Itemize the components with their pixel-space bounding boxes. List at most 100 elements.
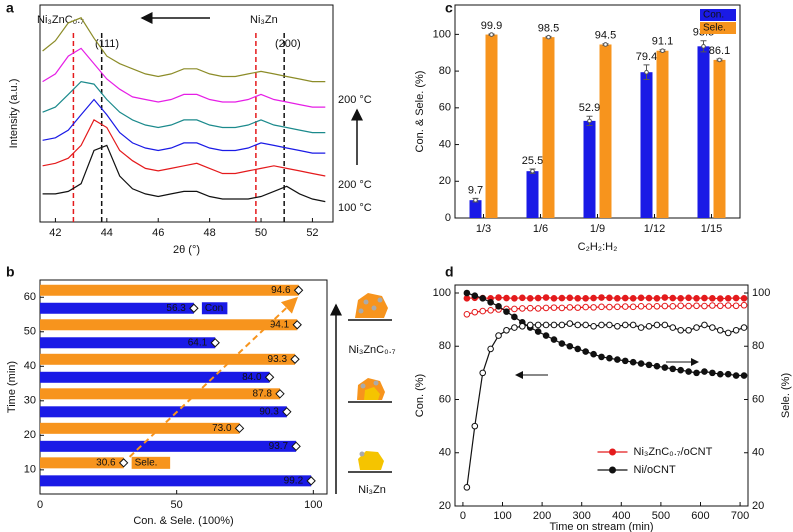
- point: [732, 326, 740, 334]
- point: [542, 294, 550, 301]
- series-tag-label: Sele.: [135, 457, 158, 468]
- point: [740, 372, 748, 379]
- point: [598, 294, 605, 301]
- point: [701, 294, 708, 302]
- point: [717, 57, 722, 63]
- point: [590, 350, 597, 358]
- bar-end-marker: [306, 476, 316, 486]
- point: [574, 295, 582, 302]
- point: [566, 320, 574, 327]
- y-tick-label: 60: [24, 291, 36, 303]
- value-label: 90.3: [259, 406, 279, 417]
- bar-end-marker: [291, 441, 301, 452]
- point: [590, 304, 597, 311]
- point: [645, 294, 653, 302]
- value-label: 64.1: [188, 337, 208, 348]
- value-label: 94.5: [595, 30, 616, 42]
- point: [558, 304, 566, 312]
- point: [606, 321, 613, 329]
- point: [716, 302, 724, 310]
- point: [693, 324, 700, 331]
- y-tick-label: 30: [24, 395, 36, 407]
- value-label: 93.7: [269, 441, 289, 452]
- bar: [599, 44, 612, 218]
- point: [661, 321, 669, 329]
- point: [590, 322, 597, 330]
- y2-tick-label: 60: [752, 393, 764, 405]
- bar: [485, 34, 498, 219]
- bar: [40, 353, 296, 365]
- x-tick-label: 46: [152, 227, 164, 239]
- series-line: [42, 144, 326, 203]
- point: [534, 294, 542, 302]
- point: [645, 361, 653, 369]
- point: [463, 295, 471, 302]
- bar-end-marker: [210, 338, 220, 348]
- point: [716, 295, 724, 302]
- point: [463, 289, 471, 297]
- legend-marker: [609, 466, 616, 474]
- point: [629, 358, 637, 366]
- point: [566, 304, 574, 311]
- plot-frame: [454, 284, 749, 507]
- y-axis-label: Time (min): [6, 361, 18, 413]
- series-line: [42, 80, 326, 134]
- point: [550, 304, 558, 311]
- bar: [656, 50, 669, 218]
- point: [701, 302, 708, 310]
- point: [669, 324, 677, 331]
- point: [503, 308, 510, 315]
- point: [724, 302, 732, 309]
- y-tick-label: 60: [439, 102, 451, 114]
- bar: [697, 46, 710, 219]
- x-axis-label: C₂H₂:H₂: [578, 241, 618, 253]
- annotation: (200): [275, 38, 301, 50]
- x-tick-label: 600: [691, 510, 709, 522]
- y2-axis-label: Sele. (%): [780, 373, 792, 418]
- x-axis-label: 2θ (°): [173, 244, 200, 256]
- bar: [40, 440, 297, 452]
- value-label: 98.5: [538, 22, 559, 34]
- point: [660, 48, 665, 54]
- point: [661, 302, 669, 310]
- y-tick-label: 40: [439, 447, 451, 459]
- point: [685, 368, 692, 375]
- point: [526, 295, 534, 302]
- point: [550, 336, 558, 343]
- point: [701, 321, 708, 329]
- point: [621, 321, 629, 329]
- y-tick-label: 100: [433, 287, 451, 299]
- point: [471, 422, 479, 430]
- value-label: 30.6: [96, 457, 116, 468]
- point: [621, 303, 629, 310]
- point: [677, 326, 684, 334]
- bar: [40, 406, 287, 418]
- x-tick-label: 300: [573, 510, 591, 522]
- bar-end-marker: [234, 423, 245, 434]
- point: [534, 305, 542, 312]
- x-tick-label: 0: [37, 499, 43, 511]
- point: [550, 321, 558, 329]
- point: [629, 321, 637, 329]
- point: [489, 32, 494, 37]
- value-label: 93.3: [268, 354, 288, 365]
- point: [724, 370, 732, 378]
- value-label: 99.2: [284, 475, 304, 486]
- x-tick-label: 1/9: [590, 223, 605, 235]
- point: [473, 197, 478, 203]
- point: [637, 360, 645, 367]
- point: [479, 307, 487, 315]
- bar: [40, 302, 194, 314]
- point: [582, 321, 589, 329]
- annotation: 200 °C: [338, 179, 372, 191]
- point: [677, 295, 684, 302]
- point: [519, 305, 526, 312]
- bar: [469, 200, 482, 218]
- y-axis-label: Intensity (a.u.): [8, 79, 20, 149]
- plot-frame: [39, 4, 334, 223]
- point: [479, 369, 487, 377]
- point: [558, 294, 566, 302]
- point: [637, 294, 645, 302]
- point: [716, 326, 724, 334]
- point: [716, 370, 724, 378]
